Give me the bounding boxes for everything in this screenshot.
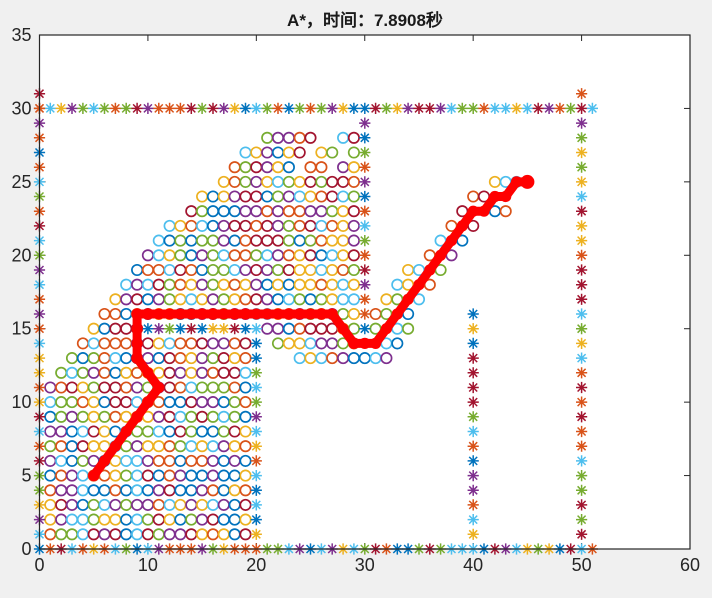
axes-box <box>38 34 691 550</box>
y-tick-label: 15 <box>11 319 31 339</box>
y-tick-label: 30 <box>11 98 31 118</box>
x-tick-label: 60 <box>680 555 700 575</box>
x-tick-label: 10 <box>138 555 158 575</box>
x-tick-label: 20 <box>246 555 266 575</box>
y-tick-label: 25 <box>11 172 31 192</box>
y-tick-label: 10 <box>11 392 31 412</box>
chart-title: A*，时间：7.8908秒 <box>287 11 443 30</box>
y-tick-label: 0 <box>21 539 31 559</box>
tick-labels: 0 10 20 30 40 50 60 0 5 10 15 20 25 30 35 <box>11 25 700 575</box>
x-tick-label: 0 <box>34 555 44 575</box>
y-tick-label: 20 <box>11 245 31 265</box>
goal-marker <box>520 174 535 189</box>
y-tick-label: 35 <box>11 25 31 45</box>
y-tick-label: 5 <box>21 466 31 486</box>
x-tick-label: 40 <box>463 555 483 575</box>
x-tick-label: 30 <box>355 555 375 575</box>
astar-path <box>88 174 535 482</box>
x-tick-label: 50 <box>572 555 592 575</box>
